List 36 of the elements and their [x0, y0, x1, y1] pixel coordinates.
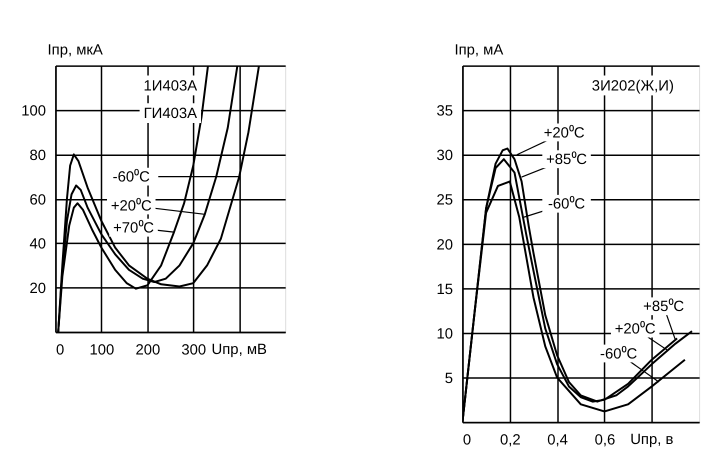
annotation: +85⁰C — [643, 298, 684, 316]
y-tick-label: 20 — [436, 237, 454, 254]
x-tick-label: 300 — [181, 342, 206, 358]
y-tick-label: 20 — [30, 281, 46, 298]
x-tick-label: 0,4 — [547, 432, 568, 448]
annotation: -60⁰C — [112, 168, 150, 186]
x-tick-label: 200 — [135, 342, 160, 358]
x-axis-title: Uпр, в — [630, 432, 674, 448]
y-tick-label: 60 — [30, 192, 46, 208]
annotation: +85⁰C — [546, 151, 588, 168]
y-tick-label: 30 — [436, 148, 454, 164]
annotation: +20⁰C — [110, 197, 152, 214]
annotation: ГИ403А — [144, 106, 198, 122]
y-tick-label: 100 — [21, 103, 46, 120]
y-tick-label: 5 — [444, 370, 454, 387]
annotation: +20⁰C — [544, 124, 585, 142]
annotation: -60⁰C — [548, 196, 586, 213]
annotation: +20⁰C — [614, 320, 656, 338]
annotation: -60⁰C — [600, 345, 638, 362]
y-tick-label: 40 — [30, 236, 46, 253]
annotation: 1И403А — [144, 78, 198, 94]
y-axis-title: Iпр, мкА — [48, 42, 103, 59]
y-tick-label: 35 — [436, 104, 454, 120]
x-tick-label: 0,2 — [500, 432, 521, 448]
x-tick-label: 0 — [462, 432, 472, 448]
x-tick-label: 0,6 — [594, 432, 616, 448]
y-tick-label: 10 — [436, 326, 454, 342]
x-tick-label: 100 — [90, 342, 114, 358]
annotation: 3И202(Ж,И) — [592, 78, 674, 94]
y-tick-label: 80 — [30, 148, 46, 164]
y-tick-label: 15 — [436, 282, 454, 298]
y-tick-label: 25 — [436, 192, 454, 209]
x-axis-title: Uпр, мВ — [212, 342, 268, 358]
annotation: +70⁰C — [113, 220, 154, 237]
x-tick-label: 0 — [56, 342, 64, 358]
y-axis-title: Iпр, мА — [454, 42, 504, 59]
